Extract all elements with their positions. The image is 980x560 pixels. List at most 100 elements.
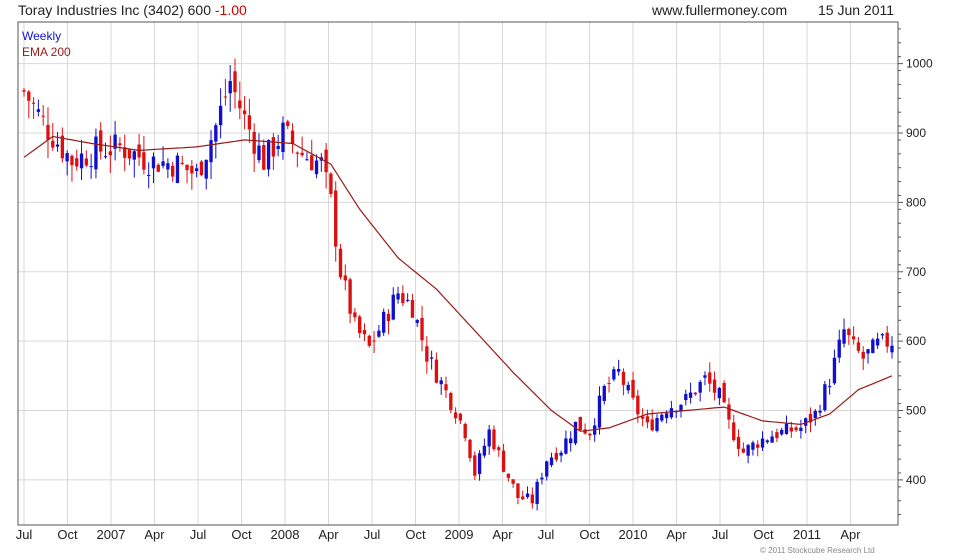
candle-body [861, 351, 865, 359]
candle-body [501, 450, 506, 472]
candle-body [741, 448, 746, 453]
candle-body [626, 384, 630, 391]
candle-body [684, 394, 688, 401]
candle-body [305, 159, 309, 161]
candle-body [756, 444, 760, 448]
candle-body [214, 125, 218, 142]
candle-body [736, 436, 741, 449]
x-tick-label: 2007 [97, 527, 126, 542]
candle-body [377, 330, 381, 337]
y-tick-label: 500 [906, 404, 926, 418]
candle-body [804, 418, 808, 426]
candle-body [281, 122, 285, 152]
candle-body [367, 335, 371, 346]
candle-body [276, 145, 280, 149]
candle-body [286, 121, 290, 127]
candle-body [655, 417, 659, 431]
x-tick-label: 2010 [619, 527, 648, 542]
candle-body [760, 438, 765, 448]
candle-body [775, 432, 779, 439]
candle-body [597, 395, 602, 428]
candle-body [458, 413, 463, 421]
candle-body [765, 440, 769, 443]
candle-body [372, 340, 376, 342]
candle-body [808, 413, 813, 423]
candle-body [645, 416, 650, 423]
candle-body [233, 71, 237, 93]
y-axis: 400 500 600 700 800 900 1000 [898, 28, 933, 516]
candle-body [386, 313, 391, 322]
candle-body [415, 320, 419, 323]
candle-body [391, 294, 395, 320]
candle-body [381, 311, 386, 333]
candle-body [832, 357, 837, 384]
candle-body [405, 299, 410, 301]
candle-body [27, 91, 31, 101]
candle-body [616, 369, 621, 372]
candle-body [420, 317, 424, 341]
candle-body [31, 102, 36, 104]
candle-body [247, 115, 252, 130]
legend-weekly: Weekly [22, 29, 61, 43]
candle-body [535, 481, 539, 504]
candle-body [880, 334, 885, 336]
candle-body [521, 496, 525, 500]
candle-body [712, 379, 717, 393]
x-tick-label: 2008 [271, 527, 300, 542]
candle-body [425, 346, 429, 362]
candle-body [650, 419, 654, 431]
candle-body [449, 392, 453, 410]
x-axis: Jul Oct 2007 Apr Jul Oct 2008 Apr Jul Oct 2009 Apr J… [16, 527, 862, 542]
candle-body [823, 384, 827, 411]
candle-body [70, 155, 74, 166]
candle-body [75, 158, 79, 167]
y-tick-label: 800 [906, 195, 926, 209]
candle-body [693, 392, 698, 395]
candle-body [204, 159, 208, 179]
x-tick-label: Oct [579, 527, 600, 542]
candle-body [890, 345, 894, 353]
candle-body [396, 293, 400, 300]
candle-body [252, 131, 256, 154]
candle-body [851, 336, 856, 340]
candle-body [161, 161, 165, 166]
candle-body [151, 156, 156, 169]
candle-body [262, 145, 266, 170]
candle-body [127, 149, 132, 159]
candle-body [492, 429, 496, 450]
candle-body [516, 483, 520, 498]
candle-body [703, 375, 707, 378]
candle-body [621, 371, 626, 385]
candle-body [180, 162, 184, 164]
candle-body [564, 438, 568, 454]
candle-body [732, 422, 736, 441]
candle-body [223, 96, 228, 98]
candle-body [549, 457, 554, 466]
candle-body [770, 436, 774, 443]
candle-body [660, 414, 664, 421]
candle-body [238, 100, 242, 109]
candle-body [166, 163, 170, 170]
source-site[interactable]: www.fullermoney.com [652, 2, 788, 18]
x-tick-label: Jul [712, 527, 729, 542]
candle-body [511, 479, 515, 484]
chart-title: Toray Industries Inc (3402) 600 -1.00 [18, 2, 247, 18]
candle-body [530, 494, 535, 504]
x-tick-label: Oct [57, 527, 78, 542]
candle-body [257, 145, 261, 161]
candle-body [482, 445, 487, 456]
candle-body [51, 140, 55, 148]
price-change: -1.00 [214, 2, 247, 18]
candle-body [41, 115, 45, 117]
legend-ema: EMA 200 [22, 45, 71, 59]
candle-body [132, 151, 136, 160]
candle-body [875, 338, 880, 346]
candle-body [89, 166, 93, 168]
candle-body [525, 493, 530, 498]
candle-body [540, 477, 544, 480]
candle-body [746, 445, 750, 456]
candle-body [636, 395, 640, 415]
candle-body [569, 438, 573, 444]
candle-body [123, 147, 127, 158]
candle-body [170, 165, 175, 177]
